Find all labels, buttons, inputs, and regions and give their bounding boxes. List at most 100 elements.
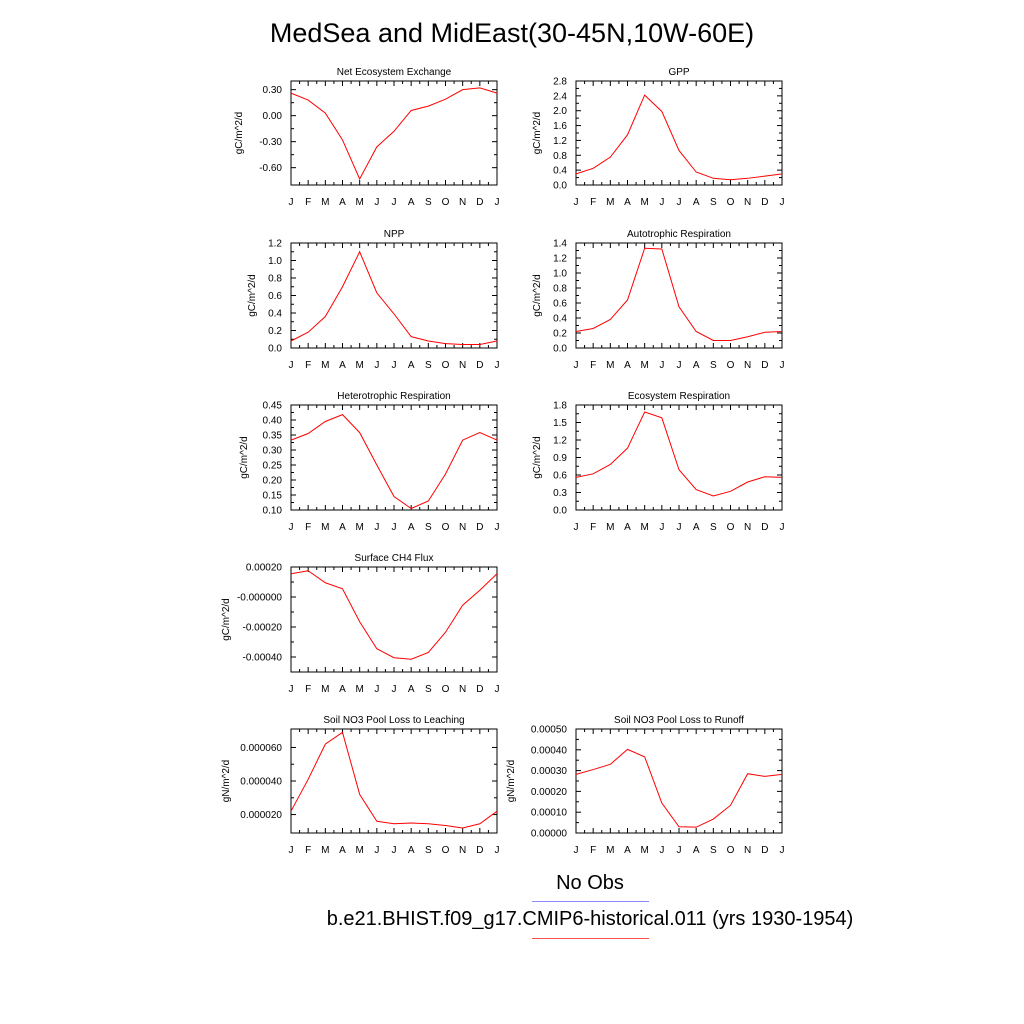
y-tick-label: 1.8 bbox=[553, 401, 567, 412]
x-tick-label: M bbox=[355, 522, 363, 533]
x-tick-label: F bbox=[590, 197, 596, 208]
x-tick-label: J bbox=[392, 360, 397, 371]
x-tick-label: M bbox=[606, 522, 614, 533]
series-line bbox=[575, 411, 783, 497]
y-tick-label: 0.00020 bbox=[246, 563, 283, 574]
y-axis-label: gN/m^2/d bbox=[221, 760, 232, 803]
y-tick-label: 0.4 bbox=[268, 309, 282, 320]
x-tick-label: S bbox=[425, 845, 432, 856]
x-tick-label: O bbox=[442, 360, 450, 371]
x-tick-label: N bbox=[459, 522, 466, 533]
y-tick-label: 1.4 bbox=[553, 239, 567, 250]
x-tick-label: N bbox=[744, 845, 751, 856]
y-tick-label: -0.000000 bbox=[237, 593, 282, 604]
x-tick-label: M bbox=[355, 684, 363, 695]
chart-title: NPP bbox=[384, 229, 405, 240]
y-tick-label: 0.00000 bbox=[531, 829, 568, 840]
y-tick-label: 1.0 bbox=[553, 269, 567, 280]
y-tick-label: 0.4 bbox=[553, 314, 567, 325]
y-tick-label: 1.0 bbox=[268, 256, 282, 267]
chart-title: Soil NO3 Pool Loss to Runoff bbox=[614, 715, 744, 726]
y-tick-label: 0.6 bbox=[553, 299, 567, 310]
plot-frame bbox=[290, 728, 498, 834]
y-tick-label: 0.35 bbox=[263, 431, 283, 442]
series-line bbox=[290, 250, 498, 345]
legend-line-model bbox=[532, 938, 649, 939]
y-axis-label: gC/m^2/d bbox=[532, 274, 543, 317]
x-tick-label: J bbox=[289, 845, 294, 856]
x-tick-label: A bbox=[693, 197, 700, 208]
y-tick-label: 0.6 bbox=[553, 471, 567, 482]
x-tick-label: N bbox=[744, 522, 751, 533]
x-tick-label: M bbox=[606, 360, 614, 371]
x-tick-label: D bbox=[476, 845, 483, 856]
page-title: MedSea and MidEast(30-45N,10W-60E) bbox=[269, 18, 755, 48]
y-axis-label: gC/m^2/d bbox=[239, 436, 250, 479]
x-tick-label: D bbox=[476, 522, 483, 533]
y-axis-label: gC/m^2/d bbox=[532, 436, 543, 479]
y-tick-label: 0.8 bbox=[268, 274, 282, 285]
y-tick-label: 0.00030 bbox=[531, 766, 568, 777]
x-tick-label: M bbox=[321, 197, 329, 208]
y-axis-label: gN/m^2/d bbox=[506, 760, 517, 803]
plot-frame bbox=[290, 404, 498, 511]
x-tick-label: O bbox=[442, 845, 450, 856]
series-line bbox=[290, 87, 498, 181]
y-tick-label: 1.5 bbox=[553, 418, 567, 429]
x-tick-label: D bbox=[761, 197, 768, 208]
x-tick-label: J bbox=[374, 684, 379, 695]
x-tick-label: J bbox=[574, 522, 579, 533]
x-tick-label: J bbox=[374, 360, 379, 371]
y-tick-label: 2.0 bbox=[553, 106, 567, 117]
x-tick-label: F bbox=[305, 522, 311, 533]
legend-label-obs: No Obs bbox=[556, 872, 624, 894]
y-tick-label: 0.00 bbox=[263, 111, 283, 122]
x-tick-label: J bbox=[574, 197, 579, 208]
x-tick-label: J bbox=[392, 845, 397, 856]
y-tick-label: 0.00050 bbox=[531, 725, 568, 736]
y-tick-label: 0.2 bbox=[268, 326, 282, 337]
legend-label-model: b.e21.BHIST.f09_g17.CMIP6-historical.011… bbox=[326, 908, 854, 930]
x-tick-label: J bbox=[677, 845, 682, 856]
x-tick-label: M bbox=[321, 522, 329, 533]
y-axis-label: gC/m^2/d bbox=[234, 112, 245, 155]
x-tick-label: O bbox=[727, 197, 735, 208]
x-tick-label: A bbox=[624, 522, 631, 533]
chart-title: GPP bbox=[668, 67, 689, 78]
x-tick-label: A bbox=[693, 522, 700, 533]
x-tick-label: J bbox=[289, 522, 294, 533]
x-tick-label: J bbox=[374, 845, 379, 856]
x-tick-label: O bbox=[442, 197, 450, 208]
x-tick-label: F bbox=[305, 197, 311, 208]
chart-title: Heterotrophic Respiration bbox=[337, 391, 450, 402]
y-axis-label: gC/m^2/d bbox=[247, 274, 258, 317]
x-tick-label: N bbox=[459, 360, 466, 371]
y-tick-label: 0.6 bbox=[268, 291, 282, 302]
x-tick-label: F bbox=[590, 845, 596, 856]
y-tick-label: 1.2 bbox=[553, 254, 567, 265]
x-tick-label: J bbox=[677, 197, 682, 208]
x-tick-label: F bbox=[590, 360, 596, 371]
x-tick-label: J bbox=[659, 360, 664, 371]
y-tick-label: 0.2 bbox=[553, 329, 567, 340]
x-tick-label: J bbox=[677, 360, 682, 371]
y-tick-label: 0.30 bbox=[263, 446, 283, 457]
y-tick-label: -0.00040 bbox=[243, 653, 283, 664]
x-tick-label: A bbox=[339, 522, 346, 533]
y-tick-label: 0.0 bbox=[553, 344, 567, 355]
y-tick-label: 0.45 bbox=[263, 401, 283, 412]
x-tick-label: M bbox=[640, 522, 648, 533]
x-tick-label: D bbox=[476, 684, 483, 695]
x-tick-label: J bbox=[495, 522, 500, 533]
y-tick-label: 0.0 bbox=[268, 344, 282, 355]
x-tick-label: A bbox=[339, 845, 346, 856]
series-line bbox=[575, 247, 783, 341]
x-tick-label: M bbox=[640, 360, 648, 371]
x-tick-label: O bbox=[442, 522, 450, 533]
plot-frame bbox=[290, 566, 498, 673]
series-line bbox=[290, 570, 498, 660]
